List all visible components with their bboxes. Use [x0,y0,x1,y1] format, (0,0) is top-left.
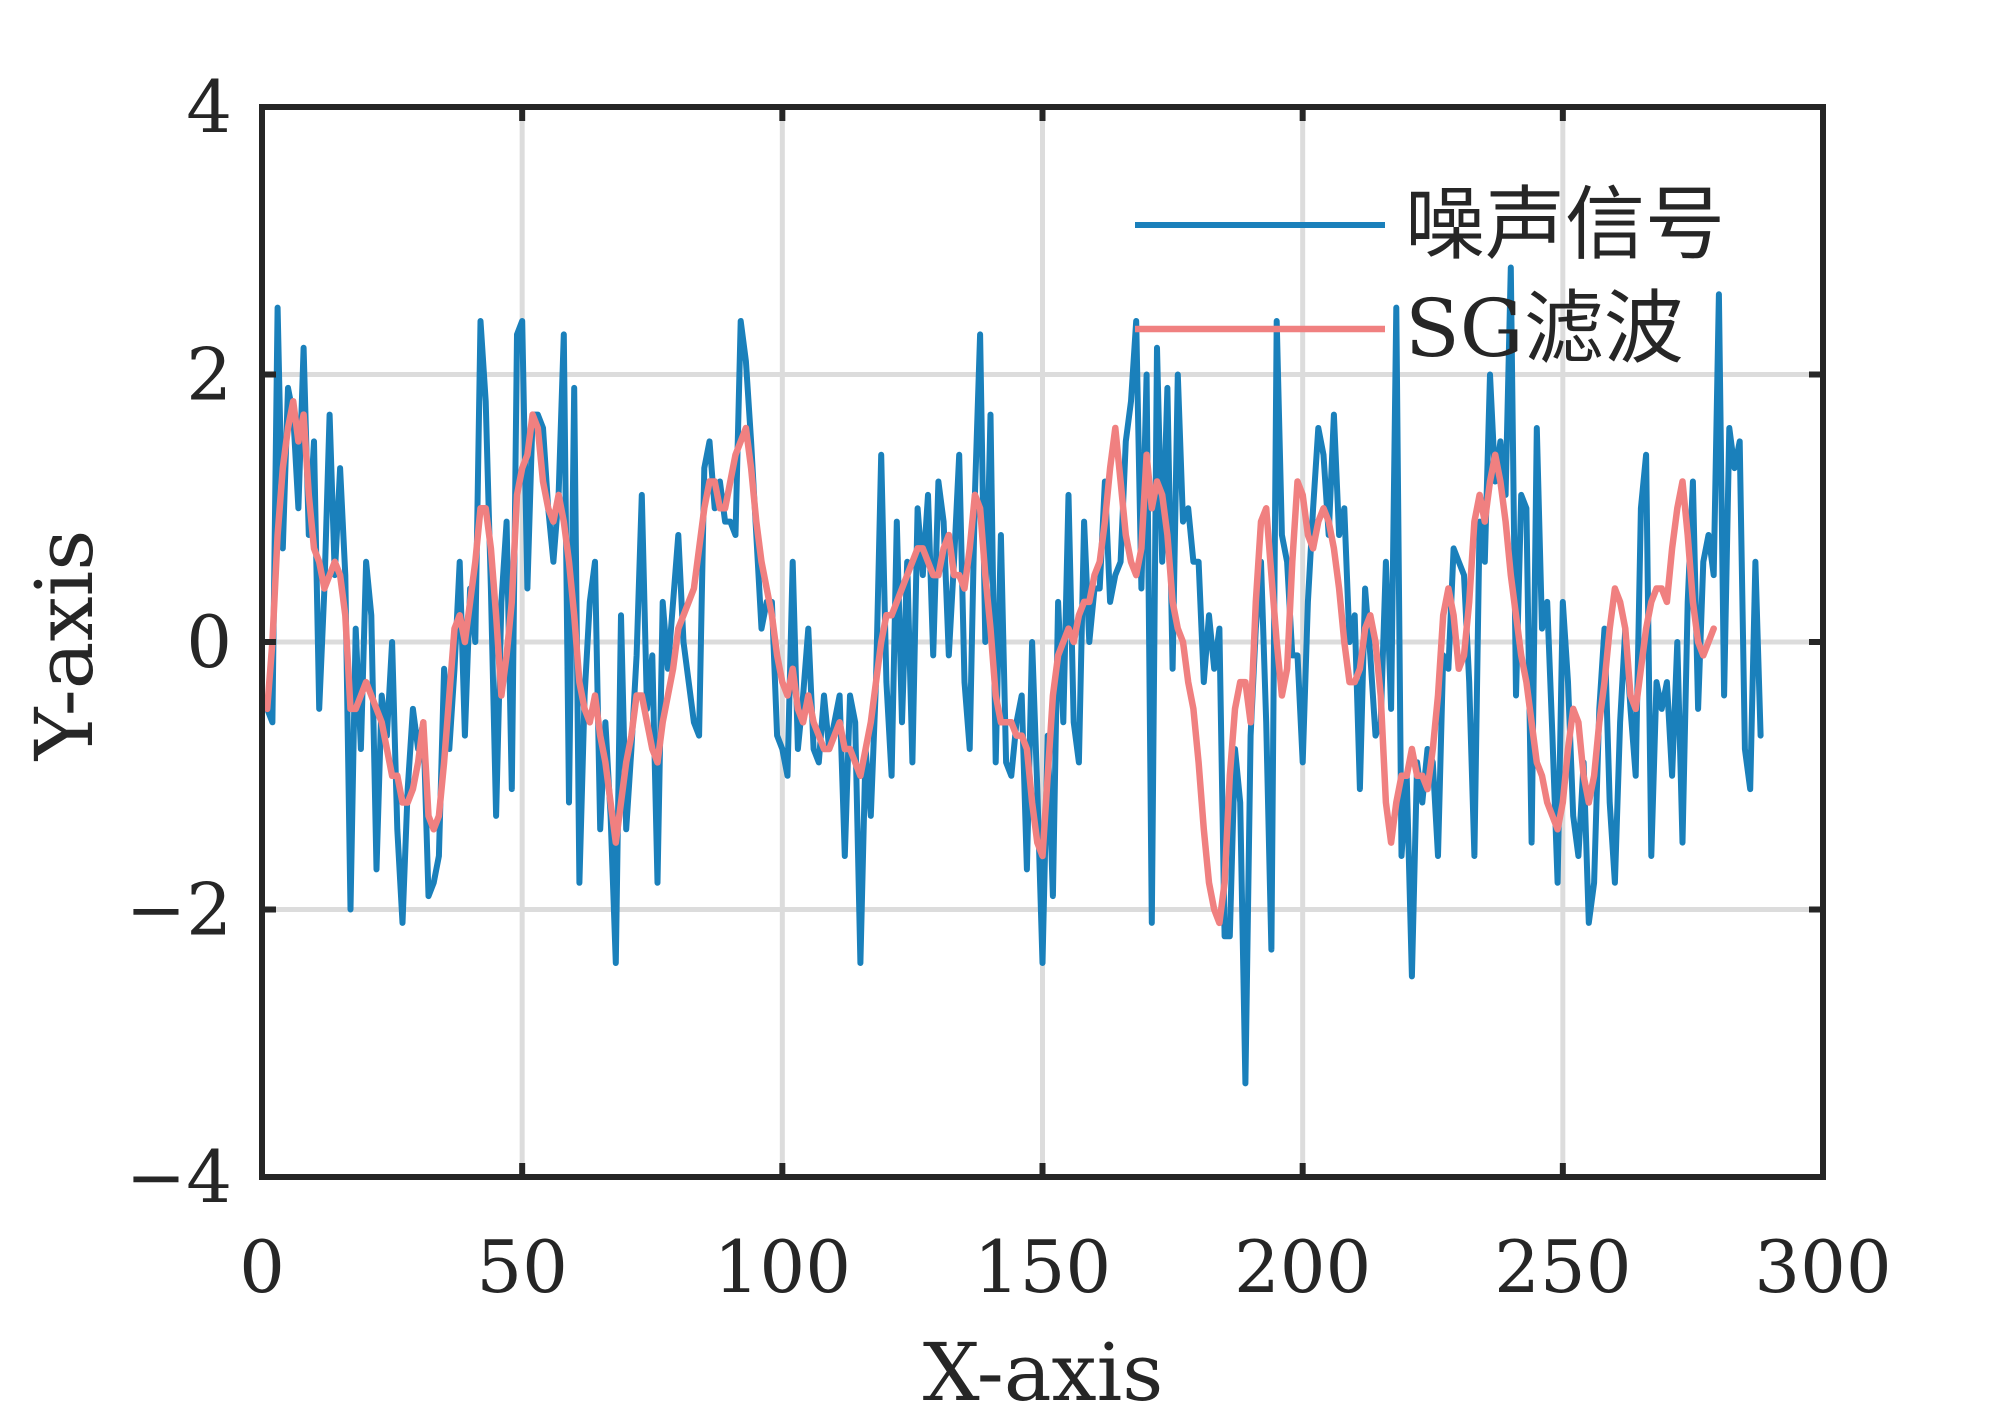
legend: 噪声信号 SG滤波 [1135,178,1725,375]
axis-ticks [259,104,1826,1180]
x-axis-label: X-axis [923,1326,1164,1417]
y-axis-label: Y-axis [18,530,111,762]
x-tick-label: 250 [1494,1225,1631,1309]
legend-label-noisy: 噪声信号 [1405,178,1725,271]
y-tick-label: −4 [126,1135,232,1219]
x-tick-label: 150 [974,1225,1111,1309]
legend-label-sg: SG滤波 [1405,282,1684,375]
series-line-noisy [264,264,1764,1087]
y-tick-label: 4 [186,65,232,149]
y-tick-label: −2 [126,868,232,952]
x-tick-label: 50 [476,1225,568,1309]
x-tick-label: 0 [239,1225,285,1309]
series-line-sg [263,398,1717,927]
x-tick-label: 300 [1754,1225,1891,1309]
y-tick-label: 0 [186,600,232,684]
series-layer [263,264,1764,1087]
x-tick-label: 200 [1234,1225,1371,1309]
x-tick-label: 100 [714,1225,851,1309]
y-tick-label: 2 [186,333,232,417]
tick-labels: 0 50 100 150 200 250 300 −4 −2 0 2 4 [126,65,1892,1309]
